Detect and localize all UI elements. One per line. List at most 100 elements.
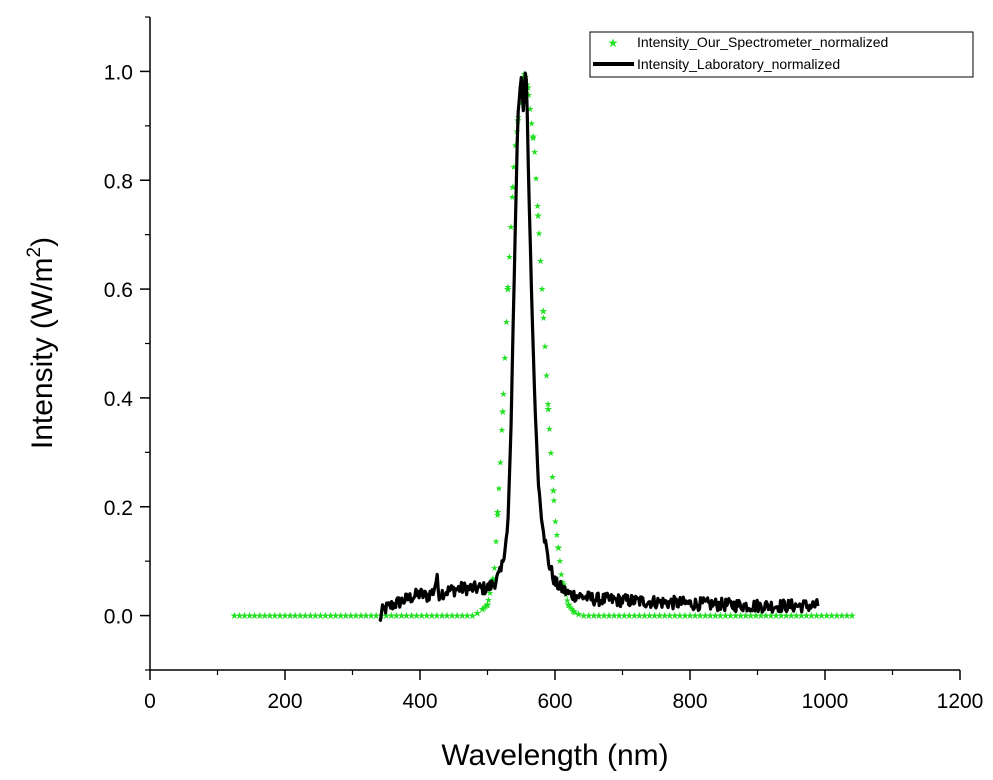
data-point: ★: [245, 611, 254, 622]
data-point: ★: [571, 608, 579, 618]
data-point: ★: [427, 611, 436, 622]
data-point: ★: [493, 508, 502, 519]
data-point: ★: [480, 603, 488, 613]
data-point: ★: [291, 611, 300, 622]
data-point: ★: [548, 472, 556, 482]
data-point: ★: [498, 407, 507, 418]
data-point: ★: [336, 611, 345, 622]
data-point: ★: [478, 604, 487, 615]
y-axis-title-main: Intensity (W/m: [26, 257, 59, 449]
data-point: ★: [767, 611, 776, 622]
data-point: ★: [551, 517, 559, 527]
y-tick-label: 0.0: [104, 606, 133, 629]
data-point: ★: [453, 611, 462, 622]
data-point: ★: [761, 611, 770, 622]
data-point: ★: [235, 611, 244, 622]
data-point: ★: [485, 595, 493, 605]
data-point: ★: [696, 611, 705, 622]
data-point: ★: [407, 611, 416, 622]
y-tick-label: 0.2: [104, 497, 133, 520]
data-point: ★: [502, 317, 510, 327]
data-point: ★: [412, 611, 421, 622]
data-point: ★: [787, 611, 796, 622]
data-point: ★: [569, 606, 577, 616]
data-point: ★: [670, 611, 679, 622]
data-point: ★: [660, 611, 669, 622]
data-point: ★: [792, 611, 801, 622]
data-point: ★: [306, 611, 315, 622]
data-point: ★: [498, 425, 506, 435]
data-point: ★: [529, 132, 538, 143]
data-point: ★: [665, 611, 674, 622]
data-point: ★: [443, 611, 452, 622]
y-axis-title: Intensity (W/m2): [24, 237, 59, 449]
x-tick-label: 600: [537, 690, 572, 713]
data-point: ★: [610, 611, 619, 622]
data-point: ★: [538, 284, 546, 294]
data-point: ★: [281, 611, 290, 622]
data-point: ★: [275, 611, 284, 622]
data-point: ★: [230, 611, 239, 622]
series-our-spectrometer: ★★★★★★★★★★★★★★★★★★★★★★★★★★★★★★★★★★★★★★★★…: [230, 69, 857, 622]
data-point: ★: [542, 370, 550, 380]
data-point: ★: [706, 611, 715, 622]
data-point: ★: [535, 229, 543, 239]
data-point: ★: [501, 353, 509, 363]
data-point: ★: [837, 611, 846, 622]
data-point: ★: [827, 611, 836, 622]
data-point: ★: [463, 611, 472, 622]
data-point: ★: [640, 611, 649, 622]
data-point: ★: [508, 192, 516, 202]
data-point: ★: [741, 611, 750, 622]
data-point: ★: [756, 611, 765, 622]
data-point: ★: [316, 611, 325, 622]
y-tick-label: 0.8: [104, 170, 133, 193]
y-tick-label: 1.0: [104, 61, 133, 84]
data-point: ★: [286, 611, 295, 622]
data-point: ★: [547, 448, 555, 458]
data-point: ★: [550, 496, 558, 506]
data-point: ★: [716, 611, 725, 622]
data-point: ★: [510, 162, 518, 172]
data-point: ★: [489, 573, 497, 583]
data-point: ★: [490, 563, 498, 573]
data-point: ★: [362, 611, 371, 622]
data-point: ★: [270, 611, 279, 622]
data-point: ★: [645, 611, 654, 622]
data-point: ★: [566, 602, 574, 612]
data-point: ★: [564, 600, 573, 611]
axes: 0 200 400 600 800 1000 1200 0.0 0.2 0.4 0.6 0.8 1.0: [104, 16, 984, 713]
data-point: ★: [584, 611, 593, 622]
data-point: ★: [817, 611, 826, 622]
data-point: ★: [417, 611, 426, 622]
data-point: ★: [341, 611, 350, 622]
data-point: ★: [499, 389, 507, 399]
data-point: ★: [495, 484, 503, 494]
data-point: ★: [432, 611, 441, 622]
x-tick-label: 1000: [802, 690, 849, 713]
data-point: ★: [589, 611, 598, 622]
data-point: ★: [635, 611, 644, 622]
y-axis-title-superscript: 2: [24, 247, 45, 258]
data-point: ★: [422, 611, 431, 622]
data-point: ★: [505, 252, 513, 262]
x-tick-label: 800: [672, 690, 707, 713]
data-point: ★: [511, 141, 519, 151]
data-point: ★: [615, 611, 624, 622]
data-point: ★: [822, 611, 831, 622]
data-point: ★: [372, 611, 381, 622]
x-tick-label: 1200: [937, 690, 984, 713]
data-point: ★: [367, 611, 376, 622]
legend-box: [589, 31, 974, 78]
data-point: ★: [507, 222, 515, 232]
data-point: ★: [525, 90, 533, 100]
data-point: ★: [711, 611, 720, 622]
data-point: ★: [782, 611, 791, 622]
data-point: ★: [503, 285, 512, 296]
data-point: ★: [746, 611, 755, 622]
data-point: ★: [569, 606, 578, 617]
data-point: ★: [534, 201, 542, 211]
data-point: ★: [508, 183, 517, 194]
